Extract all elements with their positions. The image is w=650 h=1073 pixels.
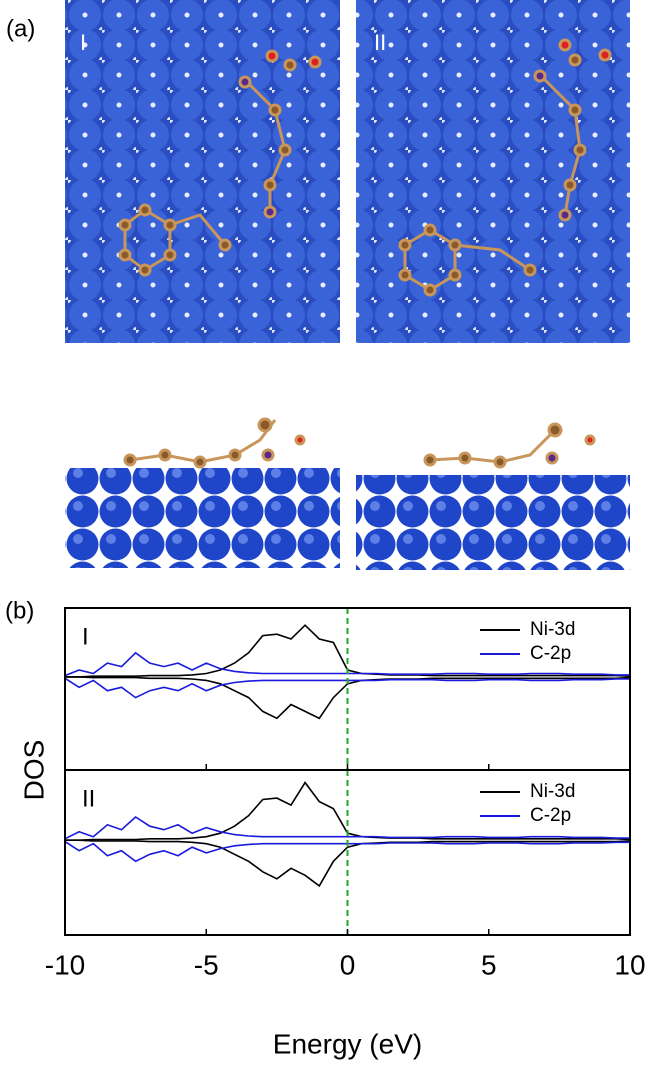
molecule-side [125,419,594,467]
panel-label: (b) [5,597,34,624]
legend-label: C-2p [530,805,571,826]
legend-label: Ni-3d [530,619,575,640]
figure: (a) I II (b) Ni-3d C-2p I DOS Ni-3d C-2p II -10… [0,0,650,1068]
y-axis-label: DOS [18,740,49,801]
x-tick-label: -5 [194,949,219,980]
panel-label: II [82,785,95,812]
panel-label: I [82,623,89,650]
image-label: II [374,30,386,55]
top-view-image [356,0,630,343]
image-label: I [80,30,86,55]
x-tick-label: 5 [481,949,497,980]
x-axis-label: Energy (eV) [273,1028,422,1059]
x-tick-label: 0 [340,949,356,980]
x-tick-label: 10 [614,949,645,980]
legend-label: Ni-3d [530,781,575,802]
legend-label: C-2p [530,643,571,664]
side-view-image [65,468,340,568]
top-view-image [65,0,340,343]
panel-label: (a) [6,15,35,42]
x-tick-label: -10 [45,949,85,980]
side-view-image [356,475,630,570]
